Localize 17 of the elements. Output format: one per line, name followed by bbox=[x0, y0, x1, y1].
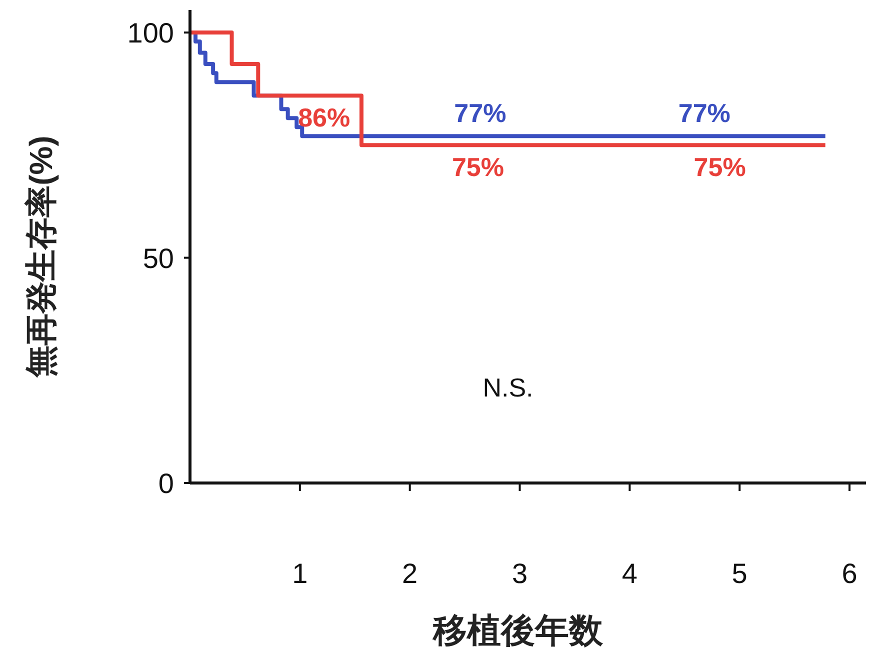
y-axis-title: 無再発生存率(%) bbox=[23, 136, 59, 378]
data-label: 77% bbox=[454, 98, 506, 128]
data-label: 75% bbox=[452, 152, 504, 182]
x-tick-label: 1 bbox=[292, 558, 308, 589]
x-axis-title: 移植後年数 bbox=[432, 612, 604, 650]
x-tick-label: 2 bbox=[402, 558, 418, 589]
annotation: N.S. bbox=[482, 372, 534, 402]
y-tick-label: 0 bbox=[158, 468, 174, 499]
y-tick-label: 50 bbox=[142, 242, 174, 274]
data-label: 86% bbox=[298, 102, 350, 133]
x-tick-label: 5 bbox=[732, 558, 748, 589]
x-tick-label: 4 bbox=[622, 558, 638, 589]
data-label: 75% bbox=[694, 152, 746, 182]
y-tick-label: 100 bbox=[127, 18, 174, 49]
data-label: 77% bbox=[678, 98, 730, 128]
x-tick-label: 3 bbox=[512, 558, 528, 589]
x-tick-label: 6 bbox=[842, 558, 858, 589]
